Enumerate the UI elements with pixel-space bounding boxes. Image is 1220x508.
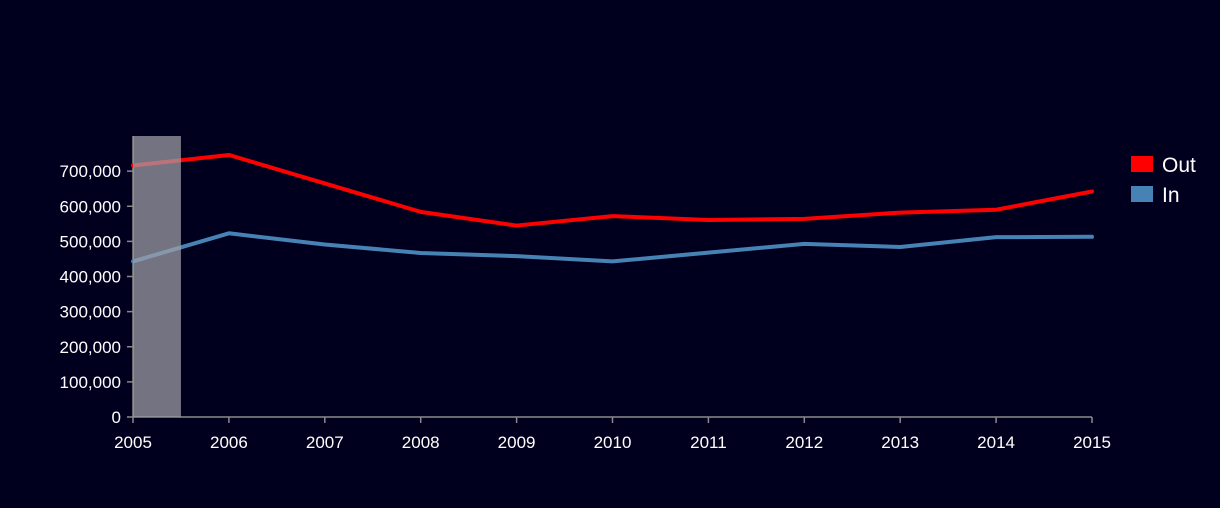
x-tick-label: 2006 (210, 433, 248, 452)
x-tick-label: 2014 (977, 433, 1015, 452)
y-tick-label: 600,000 (60, 197, 121, 216)
y-tick-label: 400,000 (60, 268, 121, 287)
legend-label-in: In (1162, 184, 1180, 207)
y-tick-label: 300,000 (60, 303, 121, 322)
x-tick-label: 2008 (402, 433, 440, 452)
x-tick-label: 2007 (306, 433, 344, 452)
legend: Out In (1131, 154, 1196, 207)
series-line-in (131, 231, 1094, 264)
y-tick-label: 200,000 (60, 338, 121, 357)
x-tick-label: 2015 (1073, 433, 1111, 452)
series-lines (131, 152, 1094, 264)
x-tick-label: 2011 (690, 433, 727, 452)
x-tick-label: 2005 (114, 433, 152, 452)
legend-swatch-in (1131, 186, 1153, 202)
x-tick-label: 2013 (881, 433, 919, 452)
x-tick-label: 2009 (498, 433, 536, 452)
y-tick-label: 700,000 (60, 162, 121, 181)
y-tick-label: 100,000 (60, 373, 121, 392)
x-tick-label: 2010 (594, 433, 632, 452)
legend-label-out: Out (1162, 154, 1196, 177)
brush-selection[interactable] (133, 136, 181, 417)
series-line-out (131, 152, 1094, 228)
axes: 0 100,000 200,000 300,000 400,000 500,000 600,… (60, 136, 1111, 452)
x-tick-label: 2012 (785, 433, 823, 452)
y-tick-label: 0 (112, 408, 121, 427)
highlight-band-overlay (133, 136, 181, 417)
y-tick-label: 500,000 (60, 232, 121, 251)
legend-swatch-out (1131, 156, 1153, 172)
